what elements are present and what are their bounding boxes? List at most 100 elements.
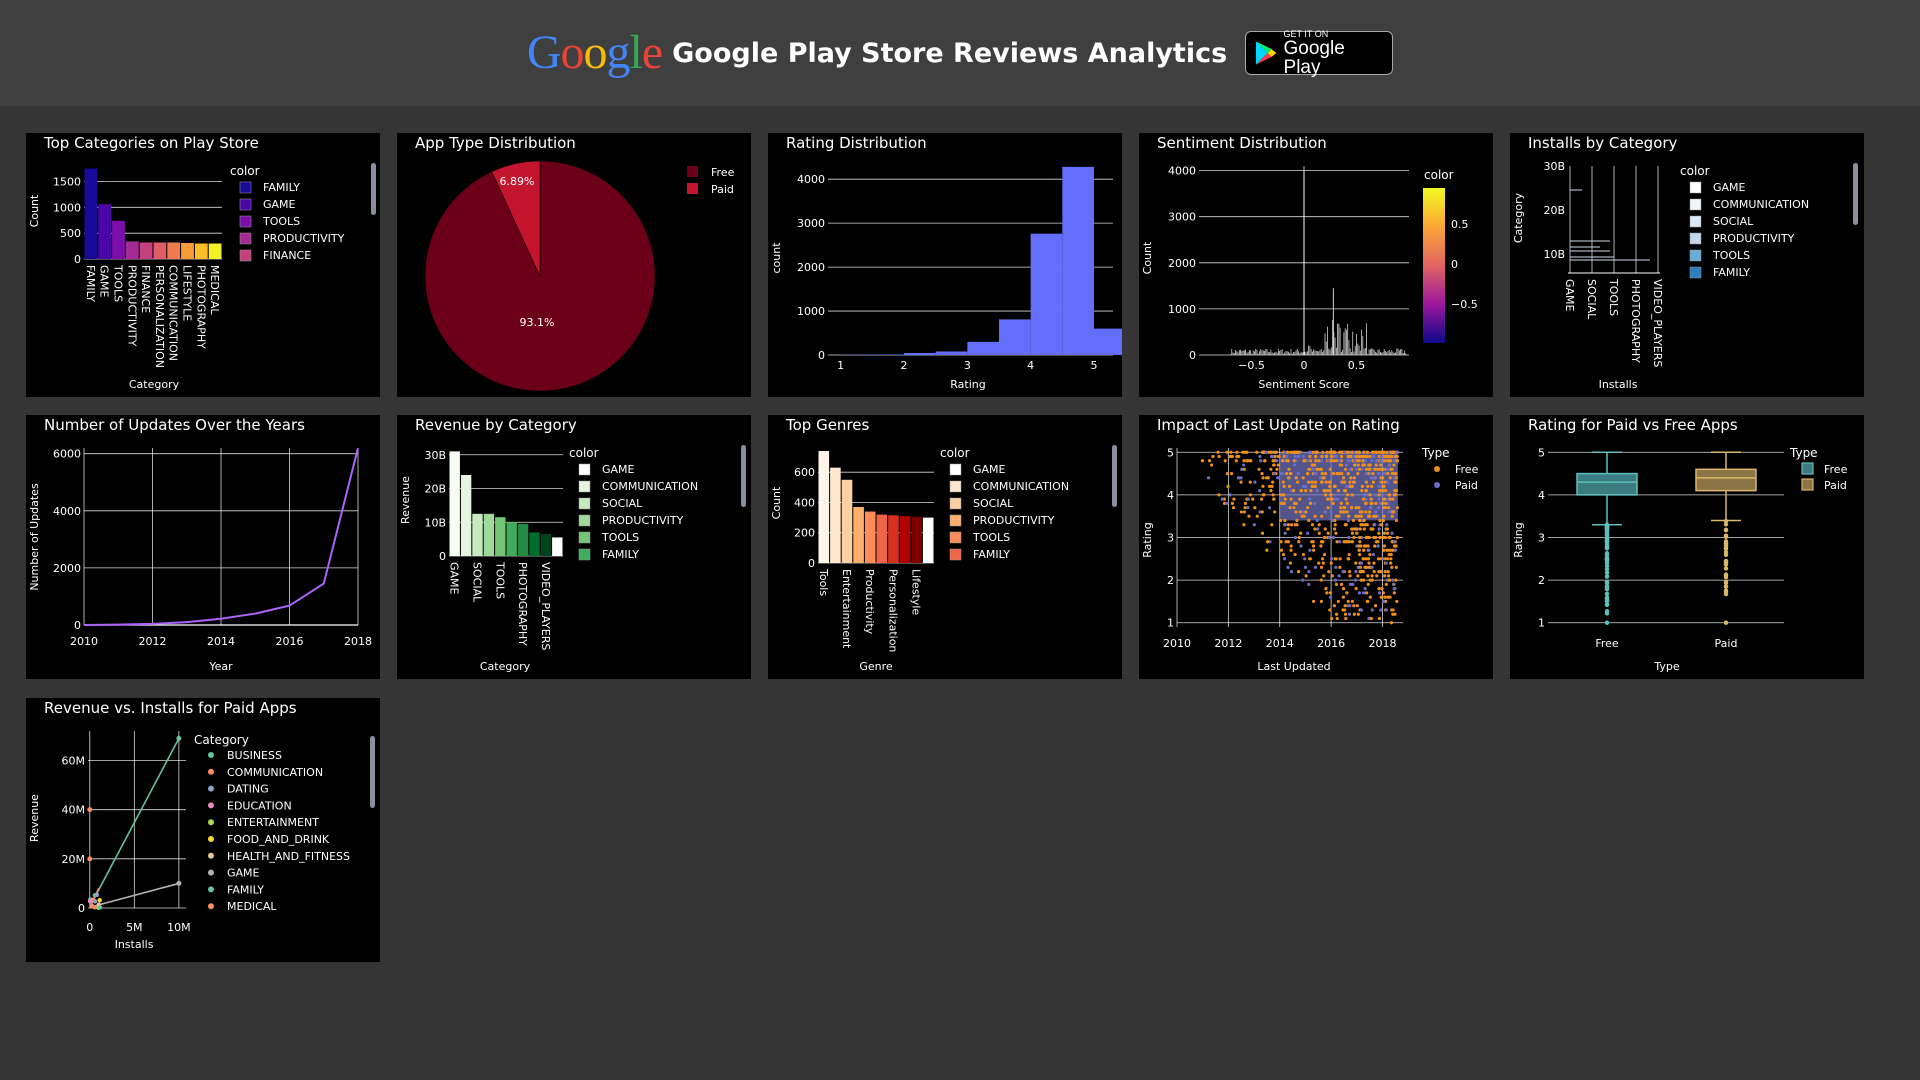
scatter-point [1374,463,1378,467]
scatter-point [1348,480,1352,484]
scatter-point [1243,501,1248,506]
scatter-point [1282,501,1286,506]
logo-letter: o [583,26,607,79]
scatter-point [1358,510,1362,514]
scatter-point [1253,480,1257,484]
scatter-point [1255,514,1259,518]
scatter-point [1310,480,1314,484]
scatter-point [1379,454,1384,459]
scatter-point [1334,531,1338,535]
legend-label: FINANCE [263,249,311,262]
badge-big-text: Google Play [1283,37,1345,78]
pie-label: 93.1% [520,316,555,329]
series-line [89,738,180,908]
scatter-point [1285,459,1289,463]
scatter-point [1368,467,1372,471]
scatter-point [1239,476,1243,480]
legend-swatch [578,497,591,510]
scatter-point [1279,493,1284,497]
scatter-point [1229,450,1233,454]
scatter-point [1372,569,1376,574]
x-tick-label: GAME [1563,279,1576,312]
bar [876,514,888,563]
scatter-point [1382,531,1387,535]
bar [888,515,899,563]
scatter-point [1339,506,1343,510]
scatter-point [1337,459,1341,463]
scatter-point [1322,552,1327,557]
scatter-point [1242,523,1246,527]
scatter-point [1346,599,1350,604]
scatter-point [1338,565,1342,569]
scatter-point [1283,450,1287,454]
x-axis-title: Category [480,660,531,673]
legend-swatch [578,531,591,544]
scatter-point [1328,480,1332,484]
scatter-point [1294,501,1298,506]
scatter-point [1365,591,1369,595]
scatter-point [1329,493,1333,497]
scatter-point [1346,557,1350,561]
x-tick-label: COMMUNICATION [167,265,180,361]
scatter-point [1242,467,1246,471]
scatter-point [1225,501,1229,506]
y-tick-label: 600 [794,466,815,479]
scatter-point [1356,463,1360,467]
scatter-point [1328,591,1333,595]
y-tick-label: 30B [424,449,446,462]
google-play-badge[interactable]: GET IT ON Google Play [1245,29,1394,78]
scatter-point [1391,548,1395,552]
y-tick-label: 20B [424,483,446,496]
scatter-point [1369,501,1373,506]
scatter-point [1285,471,1289,476]
scatter-point [1374,459,1379,463]
bar [830,467,841,563]
y-tick-label: 1 [1167,617,1174,630]
scatter-point [1242,459,1246,463]
scatter-point [1372,561,1376,565]
legend-title: color [940,446,970,460]
scatter-point [1334,582,1339,586]
scatter-point [1383,569,1387,574]
scatter-point [1364,497,1368,501]
legend-title: color [569,446,599,460]
scatter-point [1307,569,1311,574]
scatter-point [1347,612,1352,616]
y-axis-title: Category [1512,192,1525,243]
scatter-point [1338,557,1342,561]
scatter-point [1382,471,1386,476]
legend-title: Type [1789,446,1818,460]
scatter-point [1222,501,1227,506]
legend-swatch [1689,232,1702,245]
scatter-point [1289,489,1293,493]
scatter-point [1379,463,1383,467]
scatter-point [1306,471,1310,476]
x-axis-title: Genre [859,660,893,673]
scatter-point [1388,497,1392,501]
scatter-point [1342,506,1346,510]
legend-swatch [949,497,962,510]
scatter-point [1379,595,1383,599]
scatter-point [1354,454,1359,459]
x-tick-label: PHOTOGRAPHY [1629,279,1642,363]
scatter-point [1310,484,1314,488]
legend-label: HEALTH_AND_FITNESS [227,850,350,863]
scatter-point [1314,471,1318,476]
scatter-point [1200,459,1205,463]
scatter-point [1380,523,1384,527]
bar [460,475,472,556]
scatter-point [1378,467,1382,471]
scatter-point [1383,595,1387,599]
scatter-point [1307,518,1311,523]
series-line [83,447,359,626]
scatter-point [1388,476,1392,480]
outlier-point [1604,595,1610,600]
scatter-point [1297,540,1301,544]
scatter-point [1313,514,1317,518]
y-tick-label: 4 [1167,489,1174,502]
chart-title: Number of Updates Over the Years [44,416,305,434]
bar [999,319,1031,355]
scatter-point [1318,467,1322,471]
outlier-point [1604,556,1610,561]
scatter-point [1377,527,1381,531]
